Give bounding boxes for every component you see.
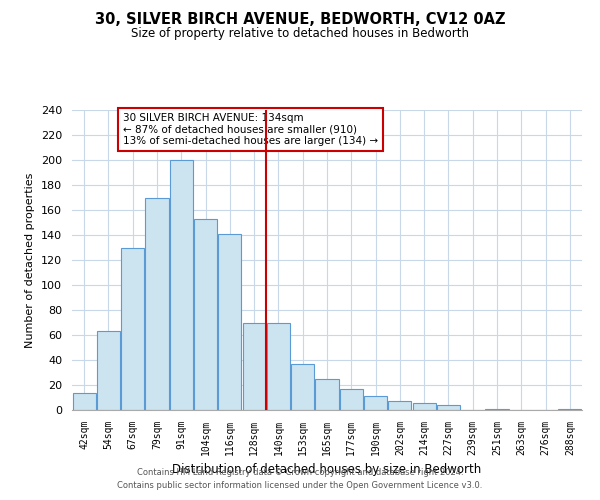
Bar bbox=[145, 198, 169, 410]
Bar bbox=[218, 234, 241, 410]
Bar bbox=[485, 409, 509, 410]
X-axis label: Distribution of detached houses by size in Bedworth: Distribution of detached houses by size … bbox=[172, 464, 482, 476]
Bar bbox=[340, 389, 363, 410]
Text: Size of property relative to detached houses in Bedworth: Size of property relative to detached ho… bbox=[131, 28, 469, 40]
Bar bbox=[97, 331, 120, 410]
Bar bbox=[388, 401, 412, 410]
Bar bbox=[242, 322, 266, 410]
Bar bbox=[559, 409, 581, 410]
Bar bbox=[170, 160, 193, 410]
Bar bbox=[291, 364, 314, 410]
Text: 30 SILVER BIRCH AVENUE: 134sqm
← 87% of detached houses are smaller (910)
13% of: 30 SILVER BIRCH AVENUE: 134sqm ← 87% of … bbox=[123, 113, 378, 146]
Text: 30, SILVER BIRCH AVENUE, BEDWORTH, CV12 0AZ: 30, SILVER BIRCH AVENUE, BEDWORTH, CV12 … bbox=[95, 12, 505, 28]
Bar bbox=[413, 402, 436, 410]
Bar bbox=[121, 248, 144, 410]
Bar bbox=[73, 392, 95, 410]
Bar bbox=[437, 405, 460, 410]
Text: Contains HM Land Registry data © Crown copyright and database right 2024.
Contai: Contains HM Land Registry data © Crown c… bbox=[118, 468, 482, 490]
Bar bbox=[194, 219, 217, 410]
Bar bbox=[364, 396, 387, 410]
Bar bbox=[267, 322, 290, 410]
Y-axis label: Number of detached properties: Number of detached properties bbox=[25, 172, 35, 348]
Bar bbox=[316, 379, 338, 410]
